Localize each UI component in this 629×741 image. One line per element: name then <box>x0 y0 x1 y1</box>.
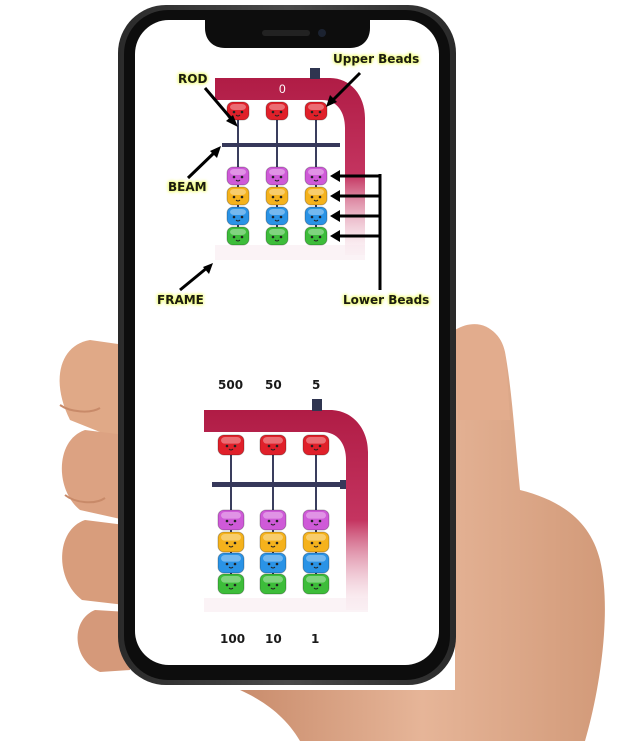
abacus-beam <box>222 143 340 147</box>
reset-knob <box>312 399 322 411</box>
abacus-beam <box>212 482 344 487</box>
lower-bead[interactable] <box>302 552 330 574</box>
black-arrow-icon <box>179 71 382 292</box>
lower-bead[interactable] <box>304 226 328 246</box>
place-value-500: 500 <box>218 378 244 392</box>
lower-bead[interactable] <box>265 226 289 246</box>
upper-bead[interactable] <box>217 434 245 456</box>
lower-bead[interactable] <box>226 226 250 246</box>
lower-bead[interactable] <box>226 186 250 206</box>
lower-bead[interactable] <box>259 531 287 553</box>
lower-bead[interactable] <box>217 573 245 595</box>
lower-bead[interactable] <box>217 531 245 553</box>
upper-bead[interactable] <box>304 101 328 121</box>
lower-bead[interactable] <box>304 186 328 206</box>
label-rod: ROD <box>178 72 208 86</box>
lower-bead[interactable] <box>302 531 330 553</box>
label-lower-beads: Lower Beads <box>343 293 430 307</box>
lower-bead[interactable] <box>259 552 287 574</box>
lower-bead[interactable] <box>226 206 250 226</box>
lower-bead[interactable] <box>226 166 250 186</box>
place-value-100: 100 <box>220 632 246 646</box>
upper-bead[interactable] <box>302 434 330 456</box>
place-value-5: 5 <box>312 378 321 392</box>
lower-bead[interactable] <box>265 186 289 206</box>
label-beam: BEAM <box>168 180 207 194</box>
lower-bead[interactable] <box>217 552 245 574</box>
hand <box>59 324 605 741</box>
lower-bead[interactable] <box>302 573 330 595</box>
place-value-50: 50 <box>265 378 282 392</box>
lower-bead[interactable] <box>265 206 289 226</box>
lower-bead[interactable] <box>259 573 287 595</box>
place-value-10: 10 <box>265 632 282 646</box>
label-frame: FRAME <box>157 293 204 307</box>
abacus-frame <box>204 410 368 610</box>
lower-bead[interactable] <box>259 509 287 531</box>
place-value-1: 1 <box>311 632 320 646</box>
counter-value: 0 <box>279 82 286 96</box>
lower-bead[interactable] <box>304 166 328 186</box>
upper-bead[interactable] <box>265 101 289 121</box>
lower-bead[interactable] <box>304 206 328 226</box>
upper-bead[interactable] <box>259 434 287 456</box>
label-upper-beads: Upper Beads <box>333 52 420 66</box>
lower-bead[interactable] <box>265 166 289 186</box>
lower-bead[interactable] <box>302 509 330 531</box>
lower-bead[interactable] <box>217 509 245 531</box>
abacus-bottom <box>204 399 368 612</box>
reset-knob <box>310 68 320 79</box>
